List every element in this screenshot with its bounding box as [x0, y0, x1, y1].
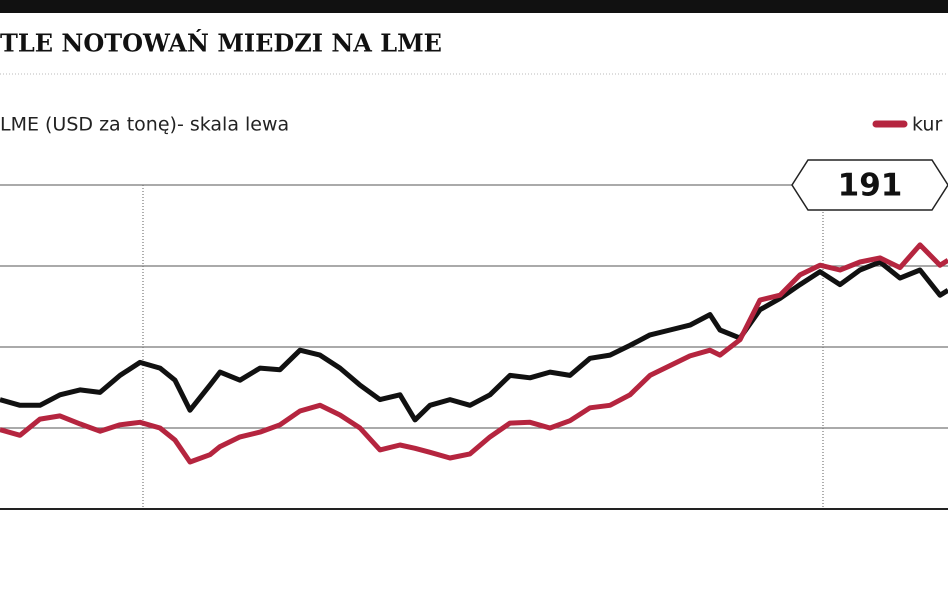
legend-label: kur: [912, 114, 942, 136]
series-line: [0, 259, 948, 423]
legend-label: LME (USD za tonę)- skala lewa: [0, 114, 289, 136]
callout-value: 191: [838, 168, 903, 204]
callout: [791, 159, 948, 211]
series-line: [0, 242, 948, 465]
chart-title: TLE NOTOWAŃ MIEDZI NA LME: [0, 29, 442, 58]
top-bar: [0, 0, 948, 13]
plot: [0, 242, 948, 465]
